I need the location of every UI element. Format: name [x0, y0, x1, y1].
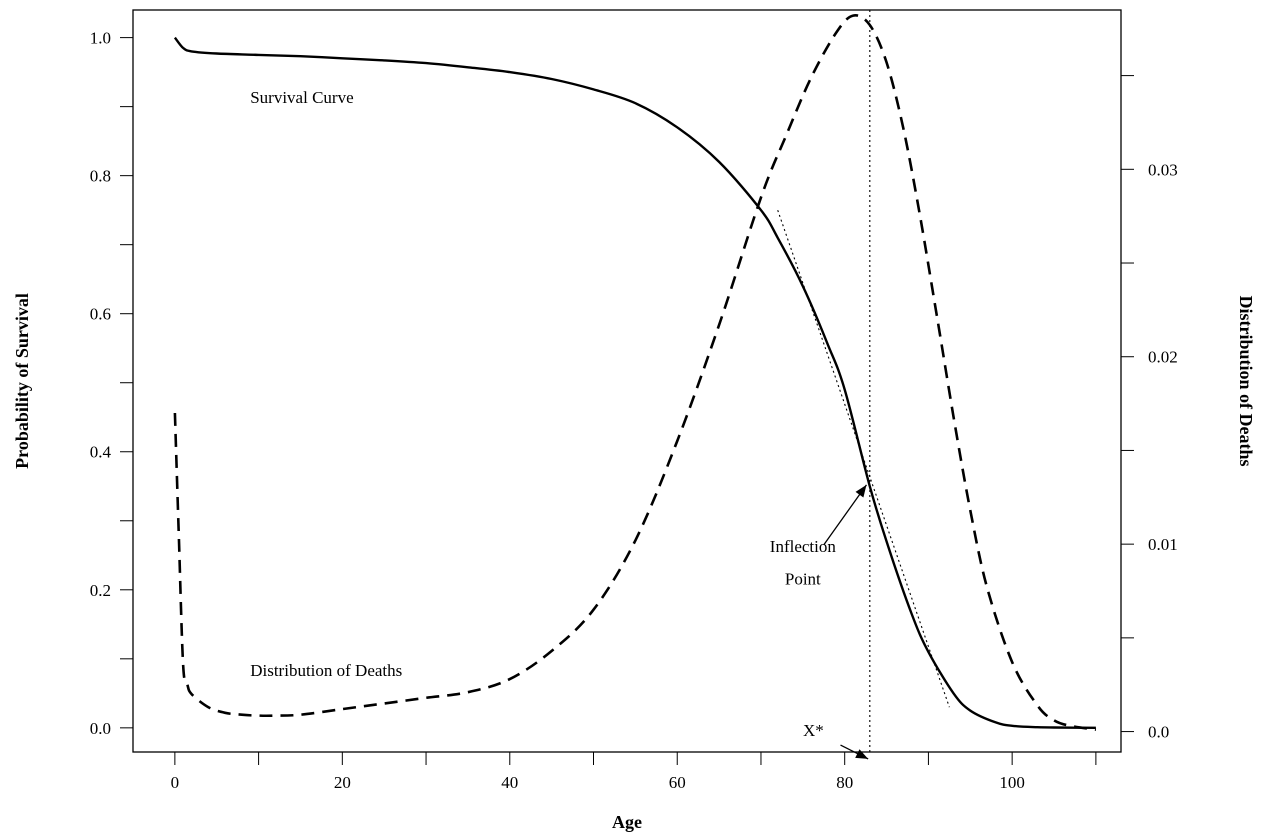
survival-curve-line — [173, 36, 1096, 729]
annotation-label: X* — [803, 721, 824, 740]
y-tick-label: 0.0 — [90, 719, 111, 738]
y2-tick-label: 0.01 — [1148, 535, 1178, 554]
y2-axis-title: Distribution of Deaths — [1236, 295, 1256, 466]
x-tick-label: 20 — [334, 773, 351, 792]
y-tick-label: 0.8 — [90, 167, 111, 186]
x-tick-label: 80 — [836, 773, 853, 792]
y2-tick-label: 0.02 — [1148, 348, 1178, 367]
y-tick-label: 0.4 — [90, 443, 112, 462]
annotations: Survival Curve Distribution of Deaths Infl… — [250, 88, 869, 760]
series-lines — [173, 10, 1097, 752]
plot-frame — [132, 9, 1122, 753]
x-axis-title: Age — [612, 812, 642, 832]
y-tick-label: 0.6 — [90, 305, 111, 324]
y-tick-label: 1.0 — [90, 29, 111, 48]
x-tick-label: 100 — [999, 773, 1025, 792]
y2-tick-label: 0.03 — [1148, 160, 1178, 179]
annotation-arrowhead — [855, 749, 869, 759]
annotation-label: Inflection — [770, 537, 837, 556]
y-tick-label: 0.2 — [90, 581, 111, 600]
axes: 0 20 40 60 80 100 0.0 0.2 0.4 0.6 0.8 1.0 0.0 0.01 0.0… — [90, 29, 1178, 792]
annotation-label: Point — [785, 569, 821, 588]
deaths-distribution-line — [173, 14, 1097, 731]
annotation-label: Distribution of Deaths — [250, 661, 402, 680]
x-tick-label: 40 — [501, 773, 518, 792]
x-tick-label: 0 — [171, 773, 180, 792]
y2-tick-label: 0.0 — [1148, 723, 1169, 742]
annotation-arrow-line — [823, 484, 867, 546]
y-axis-title: Probability of Survival — [12, 293, 32, 469]
annotation-label: Survival Curve — [250, 88, 353, 107]
x-tick-label: 60 — [669, 773, 686, 792]
annotation-arrowhead — [855, 484, 867, 498]
